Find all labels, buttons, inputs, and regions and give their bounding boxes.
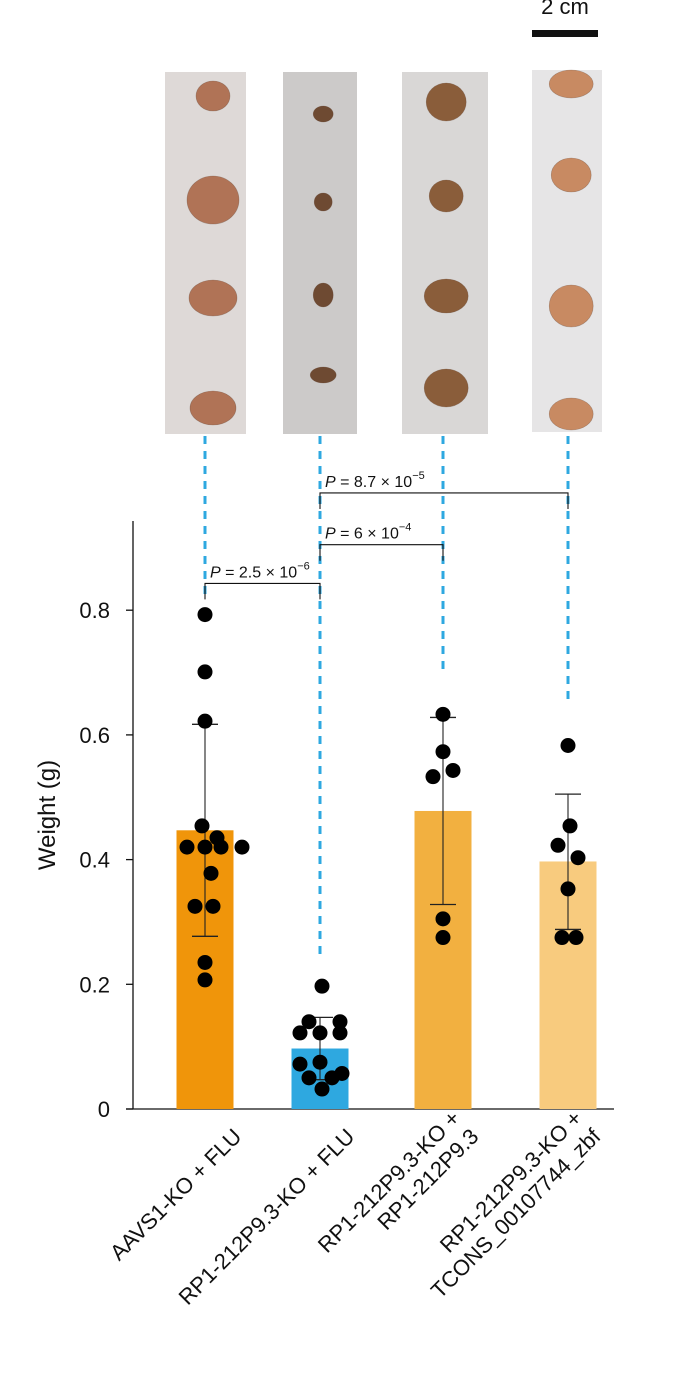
data-point [314,1081,330,1097]
tumor-image [195,80,231,112]
tumor-image [425,82,467,122]
data-point [234,839,250,855]
data-point [445,762,461,778]
tumor-image [188,279,238,317]
tumor-image [309,366,337,384]
p-value-label: P = 6 × 10−4 [325,522,411,543]
photo-panel [165,72,246,434]
tumor-image [428,179,464,213]
data-point [187,898,203,914]
comparison-bracket [319,492,569,509]
data-point [435,744,451,760]
data-point [292,1056,308,1072]
y-tick-label: 0.6 [79,723,110,748]
data-point [203,865,219,881]
tumor-image [423,278,469,314]
data-point [312,1054,328,1070]
y-tick-label: 0.2 [79,972,110,997]
data-point [205,898,221,914]
significance-brackets: P = 2.5 × 10−6 P = 6 × 10−4 P = 8.7 × 10−5 [204,470,569,600]
data-point [292,1025,308,1041]
tumor-image [189,390,237,426]
scale-bar-label: 2 cm [541,0,589,19]
y-axis-ticks: 0 0.2 0.4 0.6 0.8 [79,598,133,1122]
y-tick-label: 0.4 [79,848,110,873]
data-point [435,930,451,946]
photo-panel [532,70,602,432]
tumor-photos [165,69,602,434]
tumor-image [548,284,594,328]
connector-lines [203,436,570,960]
data-point [568,930,584,946]
data-point [314,978,330,994]
data-point [550,837,566,853]
tumor-image [548,69,594,99]
data-point [435,911,451,927]
data-point [301,1070,317,1086]
y-tick-label: 0 [98,1097,110,1122]
data-point [570,850,586,866]
data-point [332,1025,348,1041]
data-point [197,713,213,729]
data-point [312,1025,328,1041]
tumor-image [423,368,469,408]
data-point [554,930,570,946]
y-tick-label: 0.8 [79,598,110,623]
data-point [197,954,213,970]
data-point [562,818,578,834]
comparison-bracket [319,544,444,561]
data-point [560,881,576,897]
tumor-image [186,175,240,225]
tumor-image [548,397,594,431]
data-point [197,607,213,623]
data-point [324,1070,340,1086]
data-point [194,818,210,834]
data-point [197,972,213,988]
p-value-label: P = 8.7 × 10−5 [325,470,425,491]
data-point [560,737,576,753]
data-point [197,664,213,680]
data-points [179,607,586,1097]
data-point [301,1014,317,1030]
y-axis-label: Weight (g) [34,760,61,870]
tumor-image [312,105,334,123]
data-point [425,769,441,785]
data-point [332,1014,348,1030]
data-point [197,839,213,855]
tumor-image [312,282,334,308]
bar-series [176,810,597,1109]
tumor-image [550,157,592,193]
tumor-image [313,192,333,212]
data-point [435,706,451,722]
data-point [179,839,195,855]
p-value-label: P = 2.5 × 10−6 [210,560,310,581]
comparison-bracket [204,582,321,600]
data-point [213,839,229,855]
scale-bar [532,30,598,37]
error-bars [192,716,581,1081]
